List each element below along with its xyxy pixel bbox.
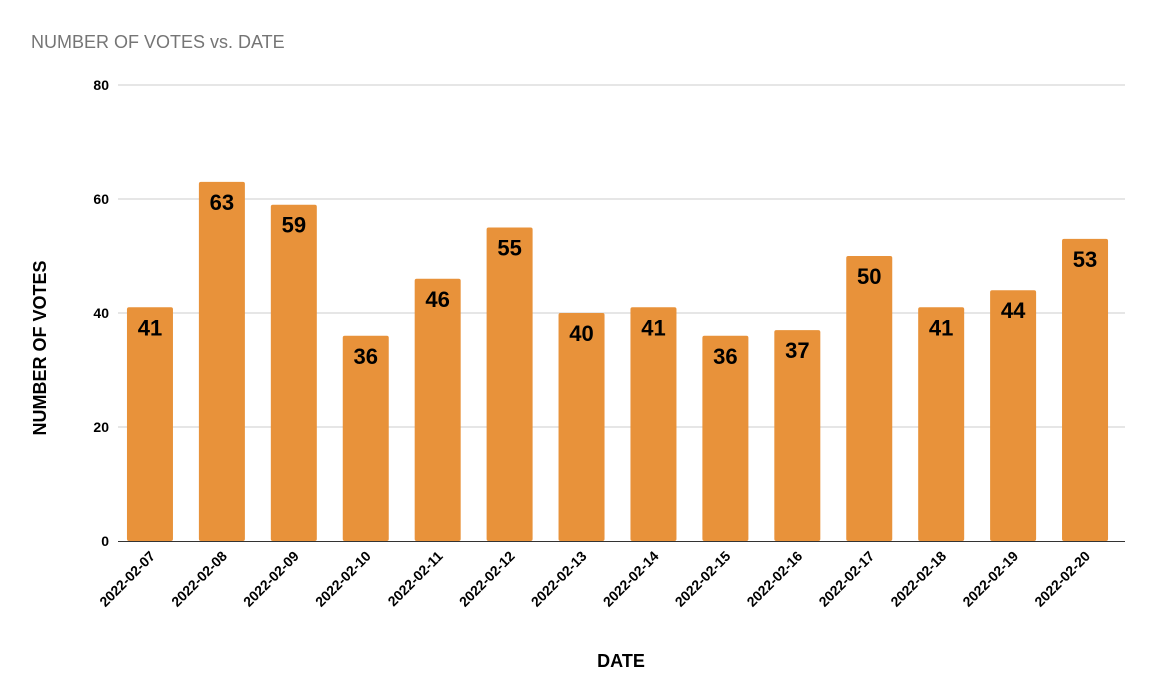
- x-tick-label: 2022-02-17: [815, 548, 877, 610]
- data-label: 36: [354, 344, 378, 369]
- x-tick-label: 2022-02-07: [96, 548, 158, 610]
- data-label: 44: [1001, 298, 1026, 323]
- data-label: 37: [785, 338, 809, 363]
- x-tick-label: 2022-02-15: [672, 548, 734, 610]
- bar: [198, 181, 245, 541]
- chart-title: NUMBER OF VOTES vs. DATE: [31, 32, 285, 52]
- bar: [342, 335, 389, 541]
- bar: [918, 307, 965, 541]
- x-tick-label: 2022-02-20: [1031, 548, 1093, 610]
- data-labels: 41 63 59 36 46 55 40 41 36 37 50 41 44 53: [138, 190, 1098, 369]
- bar: [126, 307, 173, 541]
- data-label: 41: [929, 315, 953, 340]
- x-tick-label: 2022-02-14: [600, 548, 662, 610]
- x-tick-label: 2022-02-18: [887, 548, 949, 610]
- bar: [558, 313, 605, 541]
- data-label: 41: [641, 315, 665, 340]
- y-axis-ticks: 0 20 40 60 80: [93, 77, 109, 549]
- data-label: 63: [210, 190, 234, 215]
- gridlines: [118, 84, 1125, 428]
- data-label: 46: [425, 287, 449, 312]
- x-axis-ticks: 2022-02-07 2022-02-08 2022-02-09 2022-02-10…: [96, 548, 1093, 610]
- y-tick-label: 20: [93, 419, 109, 435]
- bar: [774, 330, 821, 541]
- x-tick-label: 2022-02-13: [528, 548, 590, 610]
- x-tick-label: 2022-02-09: [240, 548, 302, 610]
- bar: [486, 227, 533, 541]
- bar: [846, 256, 893, 541]
- data-label: 50: [857, 264, 881, 289]
- x-tick-label: 2022-02-11: [384, 548, 446, 610]
- x-axis-title: DATE: [597, 651, 645, 671]
- bar: [630, 307, 677, 541]
- x-tick-label: 2022-02-12: [456, 548, 518, 610]
- x-tick-label: 2022-02-08: [168, 548, 230, 610]
- x-tick-label: 2022-02-19: [959, 548, 1021, 610]
- bar: [990, 290, 1037, 541]
- y-tick-label: 80: [93, 77, 109, 93]
- bar: [702, 335, 749, 541]
- data-label: 36: [713, 344, 737, 369]
- data-label: 40: [569, 321, 593, 346]
- bar: [1062, 238, 1109, 541]
- data-label: 53: [1073, 247, 1097, 272]
- y-tick-label: 40: [93, 305, 109, 321]
- bar: [414, 278, 461, 541]
- data-label: 55: [497, 236, 521, 261]
- x-tick-label: 2022-02-16: [743, 548, 805, 610]
- y-tick-label: 0: [101, 533, 109, 549]
- bar: [270, 204, 317, 541]
- data-label: 59: [282, 213, 306, 238]
- y-tick-label: 60: [93, 191, 109, 207]
- x-tick-label: 2022-02-10: [312, 548, 374, 610]
- data-label: 41: [138, 315, 162, 340]
- y-axis-title: NUMBER OF VOTES: [30, 260, 50, 435]
- bars: [126, 181, 1109, 541]
